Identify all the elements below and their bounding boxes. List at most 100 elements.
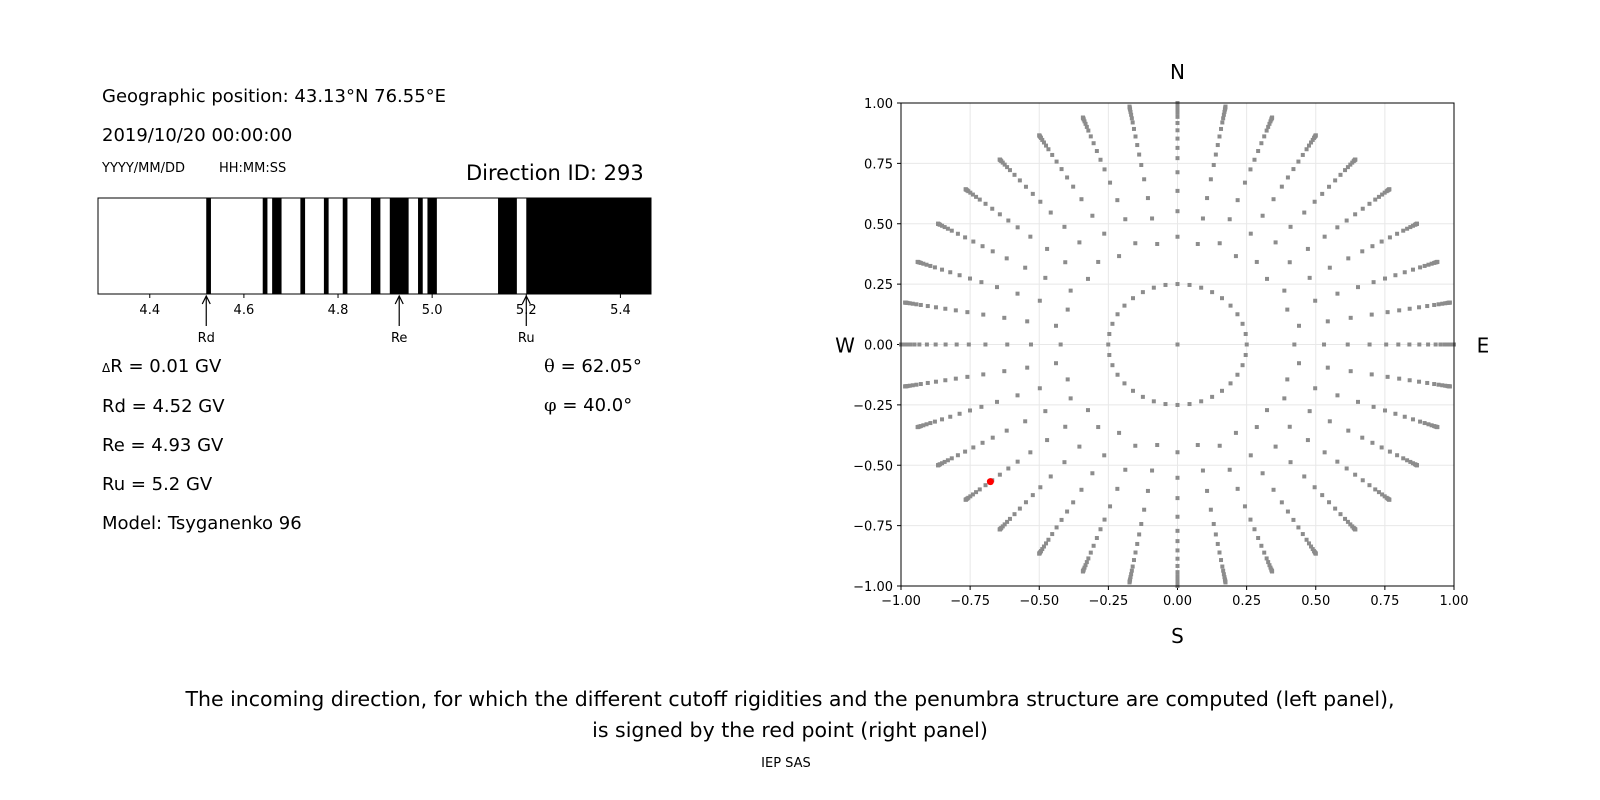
ray-point: [990, 249, 995, 254]
theta-text: = 62.05°: [554, 356, 642, 377]
inner-ring-point: [1110, 363, 1115, 368]
ray-point: [983, 342, 988, 347]
ray-point: [977, 487, 982, 492]
ray-point: [1291, 517, 1296, 522]
ray-point: [1422, 263, 1427, 268]
ray-point: [1208, 507, 1213, 512]
ray-point: [1030, 191, 1035, 196]
ray-point: [1426, 422, 1431, 427]
ray-point: [1442, 342, 1447, 347]
ray-point: [1402, 270, 1407, 275]
ray-point: [1296, 361, 1301, 366]
ray-point: [1044, 541, 1049, 546]
ray-point: [1208, 177, 1213, 182]
ray-point: [1252, 157, 1257, 162]
ray-point: [1175, 107, 1180, 112]
ray-point: [1108, 180, 1113, 185]
ray-point: [942, 225, 947, 230]
ray-point: [1296, 159, 1301, 164]
ray-point: [1086, 556, 1091, 561]
ray-point: [1155, 443, 1160, 448]
ray-point: [1128, 109, 1133, 114]
ray-point: [1383, 408, 1388, 413]
ray-point: [914, 302, 919, 307]
ray-point: [1235, 486, 1240, 491]
ray-point: [1379, 239, 1384, 244]
ray-point: [1264, 128, 1269, 133]
inner-ring-point: [1244, 342, 1249, 347]
ray-point: [924, 342, 929, 347]
ray-point: [933, 305, 938, 310]
ray-point: [1335, 459, 1340, 464]
x-tick-label: 0.00: [1163, 594, 1192, 609]
inner-ring-point: [1151, 399, 1156, 404]
ray-point: [1080, 569, 1085, 574]
ray-point: [1215, 541, 1220, 546]
ray-point: [1028, 342, 1033, 347]
ray-point: [1222, 109, 1227, 114]
ray-point: [967, 276, 972, 281]
caption-line-1: The incoming direction, for which the di…: [185, 687, 1395, 711]
ray-point: [1410, 417, 1415, 422]
arrow-head: [394, 294, 404, 305]
ray-point: [925, 304, 930, 309]
ray-point: [1438, 342, 1443, 347]
ray-point: [1407, 306, 1412, 311]
ray-point: [1079, 487, 1084, 492]
inner-ring-point: [1243, 352, 1248, 357]
ray-point: [1300, 152, 1305, 157]
ray-point: [1084, 124, 1089, 129]
forbidden-band: [370, 198, 381, 294]
ray-point: [1443, 383, 1448, 388]
ray-point: [949, 228, 954, 233]
ray-point: [1322, 234, 1327, 239]
ray-point: [1150, 468, 1155, 473]
ray-point: [997, 157, 1002, 162]
ray-point: [1338, 512, 1343, 517]
ray-point: [1395, 453, 1400, 458]
ray-point: [1385, 374, 1390, 379]
ray-point: [915, 425, 920, 430]
inner-ring-point: [1163, 282, 1168, 287]
ray-point: [918, 382, 923, 387]
ray-point: [1017, 506, 1022, 511]
ray-point: [1175, 496, 1180, 501]
ray-point: [1059, 167, 1064, 172]
ray-point: [1414, 221, 1419, 226]
ray-point: [1139, 521, 1144, 526]
ray-point: [1071, 500, 1076, 505]
penumbra-chart: 4.4 4.6 4.8 5.0 5.2 5.4Rd Re Ru: [97, 197, 652, 346]
ray-point: [1320, 191, 1325, 196]
ray-point: [1058, 342, 1063, 347]
ray-point: [1382, 494, 1387, 499]
ray-point: [936, 463, 941, 468]
ray-point: [1360, 435, 1365, 440]
ray-point: [1327, 419, 1332, 424]
ray-point: [1307, 409, 1312, 414]
ray-point: [1327, 500, 1332, 505]
x-tick-label: 5.0: [422, 303, 443, 318]
ray-point: [1408, 459, 1413, 464]
ray-point: [1313, 551, 1318, 556]
ray-point: [1306, 143, 1311, 148]
arrow-head: [201, 294, 211, 305]
ray-point: [1175, 528, 1180, 533]
ray-point: [1059, 517, 1064, 522]
ray-point: [1037, 298, 1042, 303]
ray-point: [1369, 372, 1374, 377]
ray-point: [1044, 143, 1049, 148]
ray-point: [1038, 485, 1043, 490]
forbidden-band: [389, 198, 409, 294]
ray-point: [1175, 156, 1180, 161]
ray-point: [997, 212, 1002, 217]
inner-ring-point: [1187, 282, 1192, 287]
ray-point: [971, 445, 976, 450]
ray-point: [1279, 500, 1284, 505]
y-tick-label: 1.00: [864, 97, 893, 112]
ray-point: [955, 231, 960, 236]
ray-point: [1397, 376, 1402, 381]
ray-point: [1376, 490, 1381, 495]
ray-point: [1221, 112, 1226, 117]
ray-point: [1213, 152, 1218, 157]
re-value: Re = 4.93 GV: [102, 435, 224, 456]
